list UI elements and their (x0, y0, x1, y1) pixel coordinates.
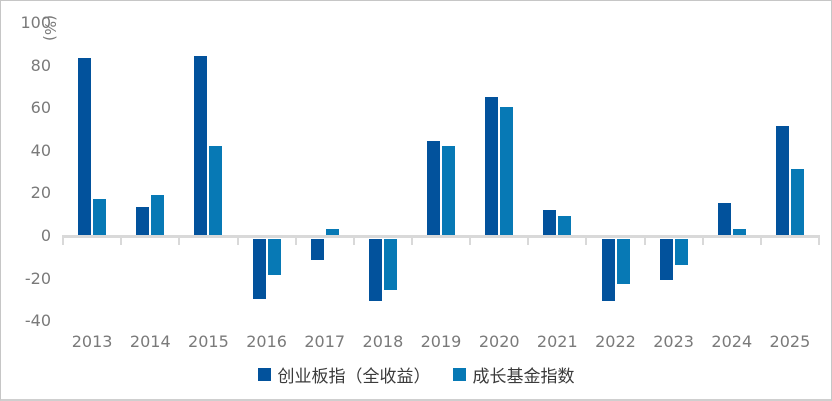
bar-创业板指（全收益）-2019 (427, 141, 440, 235)
x-axis-tick-mark (294, 235, 297, 245)
legend-item-chinext-total-return: 创业板指（全收益） (257, 362, 431, 387)
bar-创业板指（全收益）-2025 (775, 126, 789, 235)
legend-swatch-dark-blue (257, 367, 271, 381)
x-axis-category-label: 2019 (420, 332, 462, 351)
y-axis-tick-label: -40 (24, 311, 51, 331)
legend-label-growth-fund-index: 成长基金指数 (472, 366, 575, 387)
bar-创业板指（全收益）-2014 (136, 207, 150, 235)
x-axis-category-label: 2022 (595, 332, 636, 351)
legend: 创业板指（全收益） 成长基金指数 (1, 361, 831, 387)
x-axis-category-label: 2018 (362, 332, 404, 351)
x-axis-category-label: 2023 (653, 332, 694, 351)
x-axis-tick-mark (352, 235, 355, 245)
bar-成长基金指数-2021 (558, 215, 572, 235)
bar-成长基金指数-2016 (267, 239, 281, 276)
x-axis-category-label: 2021 (536, 332, 578, 351)
x-axis-tick-mark (585, 235, 588, 245)
bar-成长基金指数-2015 (209, 145, 223, 235)
x-axis-tick-mark (701, 235, 704, 245)
x-axis-line (63, 235, 820, 238)
bar-创业板指（全收益）-2020 (485, 96, 499, 235)
bar-创业板指（全收益）-2022 (601, 239, 615, 301)
y-axis-tick-label: 0 (40, 226, 51, 245)
legend-swatch-light-blue (452, 367, 466, 381)
x-axis-category-label: 2015 (188, 332, 229, 351)
x-axis-category-label: 2024 (711, 332, 753, 351)
bar-成长基金指数-2018 (383, 239, 397, 291)
y-axis-tick-label: 80 (30, 55, 51, 75)
bar-创业板指（全收益）-2024 (717, 203, 731, 235)
bar-创业板指（全收益）-2018 (368, 239, 382, 301)
bar-成长基金指数-2017 (325, 228, 339, 235)
x-axis-category-label: 2013 (71, 332, 113, 351)
x-axis-tick-mark (469, 235, 472, 245)
x-axis-tick-mark (643, 235, 646, 245)
x-axis-tick-mark (236, 235, 239, 245)
legend-label-chinext-total-return: 创业板指（全收益） (277, 366, 431, 387)
x-axis-tick-mark (62, 235, 64, 245)
bar-成长基金指数-2025 (790, 169, 804, 235)
bar-创业板指（全收益）-2016 (252, 239, 266, 299)
legend-item-growth-fund-index: 成长基金指数 (452, 362, 575, 387)
y-axis-tick-label: 20 (30, 183, 51, 203)
y-axis-tick-label: 60 (30, 98, 51, 118)
bar-成长基金指数-2020 (500, 107, 514, 235)
bar-成长基金指数-2014 (151, 194, 165, 235)
x-axis-category-label: 2025 (769, 332, 811, 351)
y-axis-tick-label: 40 (30, 140, 51, 160)
x-axis-tick-mark (759, 235, 762, 245)
x-axis-tick-mark (120, 235, 123, 245)
bar-成长基金指数-2019 (442, 145, 455, 235)
x-axis-tick-mark (178, 235, 181, 245)
x-axis-category-label: 2014 (129, 332, 171, 351)
bar-创业板指（全收益）-2017 (310, 239, 324, 261)
x-axis-category-label: 2017 (304, 332, 346, 351)
x-axis-category-label: 2016 (246, 332, 287, 351)
bar-创业板指（全收益）-2023 (659, 239, 673, 280)
bar-成长基金指数-2023 (674, 239, 688, 265)
x-axis-tick-mark (410, 235, 413, 245)
bar-创业板指（全收益）-2015 (194, 56, 208, 235)
y-axis-tick-label: -20 (24, 268, 51, 288)
bar-成长基金指数-2022 (616, 239, 630, 284)
plot-area: (%) 100 80 60 40 20 0 -20 -40 2013 2014 2015 2016 20… (1, 1, 831, 357)
bar-创业板指（全收益）-2021 (543, 209, 557, 235)
bar-成长基金指数-2024 (732, 228, 746, 235)
x-axis-category-label: 2020 (478, 332, 520, 351)
x-axis-tick-mark (527, 235, 530, 245)
x-axis-tick-mark (818, 235, 820, 245)
y-axis-tick-label: 100 (20, 13, 51, 33)
bar-成长基金指数-2013 (93, 198, 107, 235)
bar-创业板指（全收益）-2013 (78, 58, 92, 235)
